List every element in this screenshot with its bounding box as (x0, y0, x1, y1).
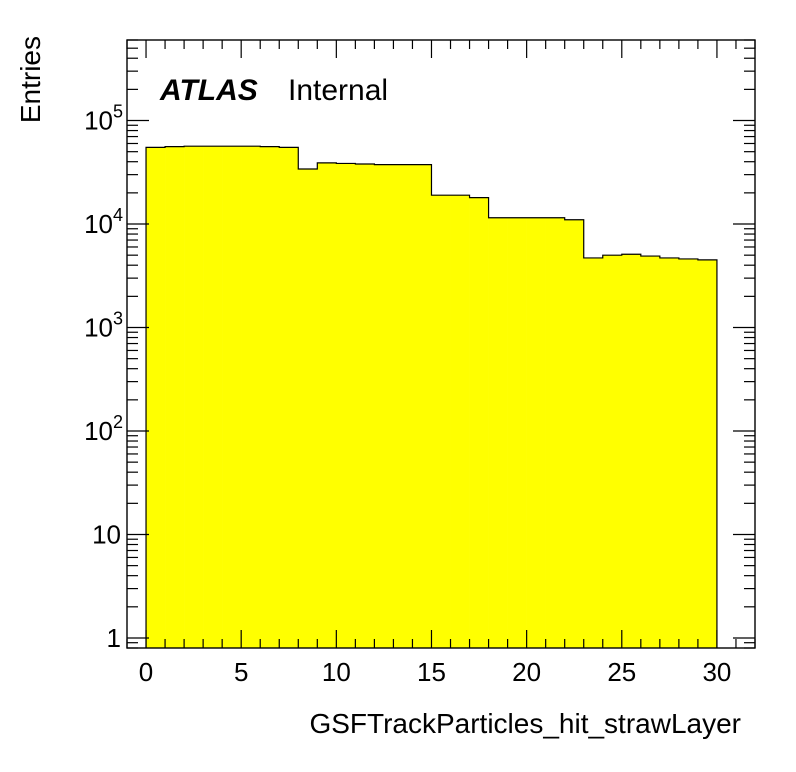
histogram-bar (450, 195, 470, 648)
histogram-bar (317, 162, 337, 649)
x-tick-label: 30 (702, 657, 731, 687)
y-tick-label: 105 (84, 102, 123, 136)
histogram-bar (621, 254, 642, 648)
histogram-bar (241, 146, 261, 648)
histogram-bar (203, 146, 223, 648)
histogram-bar (526, 217, 546, 648)
histogram-bar (507, 217, 527, 648)
y-axis-label: Entries (15, 36, 46, 123)
histogram-bar (469, 197, 489, 649)
x-tick-label: 10 (322, 657, 351, 687)
histogram-bar (488, 217, 508, 648)
histogram-bar (355, 164, 375, 648)
histogram-bar (165, 146, 185, 649)
histogram-bar (545, 217, 565, 648)
histogram-bar (431, 195, 451, 648)
histogram-bar (298, 169, 318, 648)
internal-label: Internal (288, 74, 388, 107)
histogram-bar (374, 164, 394, 648)
histogram-bar (222, 146, 242, 648)
y-tick-label: 102 (84, 412, 123, 446)
histogram-bar (583, 257, 604, 648)
histogram-outline (145, 145, 718, 648)
histogram-bar (697, 259, 718, 648)
histogram-bar (279, 147, 299, 648)
histogram-bars (145, 145, 718, 649)
histogram-bar (412, 164, 432, 648)
x-axis-label: GSFTrackParticles_hit_strawLayer (309, 708, 741, 739)
histogram-bar (678, 258, 699, 648)
axis-ticks (126, 39, 756, 649)
y-tick-label: 103 (84, 309, 123, 343)
histogram-bar (184, 146, 204, 648)
y-tick-label: 1 (107, 623, 121, 653)
histogram-bar (602, 255, 623, 648)
histogram-bar (640, 256, 661, 648)
y-tick-label: 104 (84, 205, 123, 239)
x-tick-label: 20 (512, 657, 541, 687)
histogram-bar (146, 147, 166, 648)
atlas-label: ATLAS (159, 74, 258, 107)
y-tick-label: 10 (92, 519, 121, 549)
x-tick-label: 15 (417, 657, 446, 687)
histogram-bar (393, 164, 413, 648)
histogram-bar (260, 146, 280, 649)
x-tick-label: 5 (234, 657, 248, 687)
x-tick-label: 25 (607, 657, 636, 687)
histogram-bar (564, 219, 585, 648)
histogram-bar (336, 163, 356, 648)
x-tick-label: 0 (139, 657, 153, 687)
histogram-bar (659, 257, 680, 648)
